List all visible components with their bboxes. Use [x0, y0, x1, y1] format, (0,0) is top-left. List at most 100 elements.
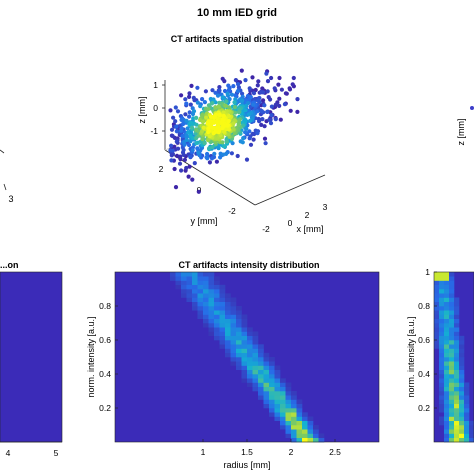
heatmap-cell [197, 297, 204, 302]
heatmap-cell [258, 386, 264, 392]
heatmap-cell [439, 369, 445, 375]
heatmap-cell [219, 331, 226, 336]
scatter-point [277, 103, 282, 108]
scatter-point [200, 137, 205, 142]
heatmap-cell [439, 408, 445, 413]
heatmap-cell [307, 425, 314, 430]
heatmap-cell [263, 352, 270, 358]
heatmap-cell [219, 344, 226, 349]
heatmap-cell [241, 340, 248, 345]
heatmap-cell [434, 280, 440, 285]
scatter-point [255, 131, 260, 136]
heatmap-cell [449, 365, 455, 370]
scatter-point [226, 88, 231, 93]
scatter-point [251, 91, 257, 96]
heatmap-cell [230, 306, 237, 311]
heatmap-cell [444, 365, 450, 370]
heatmap-cell [439, 293, 445, 298]
heatmap-cell [230, 361, 237, 366]
heatmap-cell [464, 433, 470, 438]
scatter-point [229, 151, 234, 156]
scatter-point [194, 122, 199, 127]
heatmap-cell [449, 284, 455, 290]
heatmap-cell [459, 365, 465, 370]
heatmap-cell [269, 365, 275, 370]
heatmap-cell [464, 382, 470, 387]
heatmap-cell [449, 395, 455, 400]
scatter-point [186, 130, 191, 135]
heatmap-cell [444, 280, 450, 285]
heatmap-cell [459, 361, 465, 366]
heatmap-cell [449, 272, 455, 277]
y-tick-label: 0.2 [418, 403, 430, 413]
heatmap-cell [454, 323, 460, 328]
heatmap-cell [192, 297, 198, 302]
scatter-point [220, 126, 225, 131]
heatmap-cell [203, 272, 209, 277]
heatmap-y-label: norm. intensity [a.u.] [86, 316, 96, 397]
heatmap-cell [225, 318, 231, 324]
heatmap-cell [186, 276, 193, 281]
heatmap-cell [241, 378, 248, 383]
heatmap-cell [192, 289, 198, 294]
scatter-point [186, 174, 191, 179]
heatmap-cell [203, 323, 209, 328]
scatter-point [186, 142, 192, 148]
heatmap-cell [439, 335, 445, 341]
heatmap-cell [444, 276, 450, 281]
heatmap-cell [459, 408, 465, 413]
heatmap-cell [269, 357, 275, 362]
heatmap-cell [459, 340, 465, 345]
scatter-point [187, 91, 192, 96]
heatmap-cell [219, 318, 226, 324]
heatmap-x-label: radius [mm] [223, 460, 270, 470]
scatter-points [168, 68, 300, 194]
heatmap-cell [459, 352, 465, 358]
heatmap-cell [449, 314, 455, 319]
heatmap-cell [208, 310, 215, 315]
heatmap-cell [236, 327, 242, 332]
heatmap-cell [269, 395, 275, 400]
scatter-point [206, 103, 211, 108]
scatter-point [220, 117, 225, 122]
heatmap-cell [247, 348, 253, 353]
heatmap-cell [269, 386, 275, 392]
scatter-point [205, 156, 210, 161]
heatmap-cell [274, 369, 281, 375]
x-axis-line [254, 174, 326, 206]
heatmap-cell [225, 331, 231, 336]
scatter-point [189, 83, 194, 88]
scatter-point [195, 85, 200, 90]
scatter-point [198, 117, 203, 123]
heatmap-cell [434, 297, 440, 302]
heatmap-cell [454, 391, 460, 396]
heatmap-cell [449, 386, 455, 392]
z-tick-label: 1 [153, 80, 158, 90]
heatmap-cell [434, 331, 440, 336]
heatmap-cell [203, 301, 209, 307]
intensity-title: CT artifacts intensity distribution [178, 260, 319, 270]
heatmap-cell [313, 429, 319, 434]
heatmap-cell [214, 280, 220, 285]
scatter-point [217, 88, 222, 93]
heatmap-cell [459, 348, 465, 353]
heatmap-cell [444, 331, 450, 336]
heatmap-cell [192, 293, 198, 298]
heatmap-cell [454, 420, 460, 426]
scatter-point [194, 127, 199, 132]
figure-title: 10 mm IED grid [197, 7, 277, 19]
heatmap-cell [230, 357, 237, 362]
heatmap-cell [444, 408, 450, 413]
heatmap-cell [439, 344, 445, 349]
heatmap-cell [454, 306, 460, 311]
scatter-point [246, 112, 251, 117]
heatmap-cell [280, 382, 286, 387]
heatmap-cell [263, 361, 270, 366]
scatter-point [175, 109, 181, 114]
heatmap-cell [296, 399, 303, 404]
right-heatmap-y-label: norm. intensity [a.u.] [406, 316, 416, 397]
heatmap-cell [186, 272, 193, 277]
heatmap-cell [181, 284, 187, 290]
scatter-point [212, 130, 218, 135]
heatmap-cell [464, 420, 470, 426]
